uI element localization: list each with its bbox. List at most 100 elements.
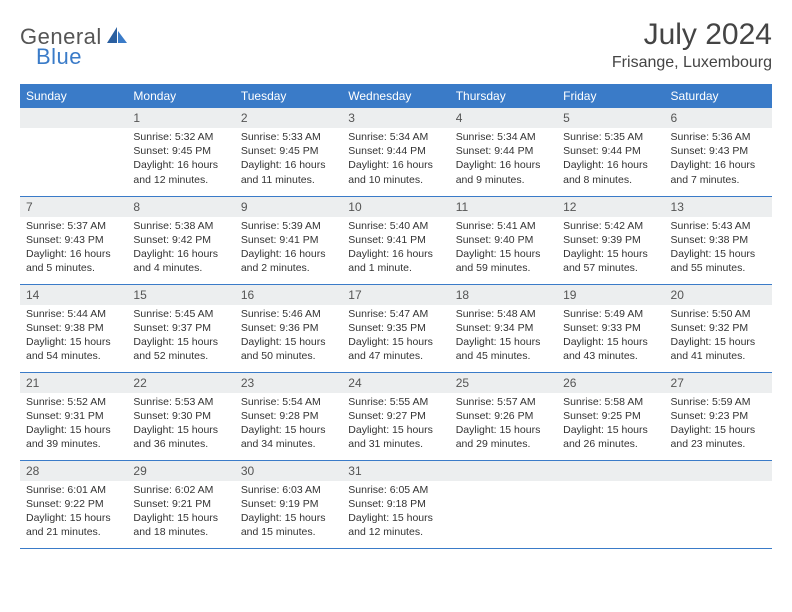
calendar-cell: 31Sunrise: 6:05 AMSunset: 9:18 PMDayligh…: [342, 460, 449, 548]
daylight-line: Daylight: 15 hours and 12 minutes.: [348, 511, 443, 539]
location-label: Frisange, Luxembourg: [612, 54, 772, 72]
sunrise-line: Sunrise: 5:41 AM: [456, 219, 551, 233]
sunset-line: Sunset: 9:43 PM: [26, 233, 121, 247]
daylight-line: Daylight: 15 hours and 41 minutes.: [671, 335, 766, 363]
sunset-line: Sunset: 9:35 PM: [348, 321, 443, 335]
day-details: Sunrise: 5:55 AMSunset: 9:27 PMDaylight:…: [342, 393, 449, 456]
calendar-cell: 24Sunrise: 5:55 AMSunset: 9:27 PMDayligh…: [342, 372, 449, 460]
calendar-cell: 30Sunrise: 6:03 AMSunset: 9:19 PMDayligh…: [235, 460, 342, 548]
day-number: 3: [342, 108, 449, 128]
calendar-cell: 3Sunrise: 5:34 AMSunset: 9:44 PMDaylight…: [342, 108, 449, 196]
calendar-cell: 19Sunrise: 5:49 AMSunset: 9:33 PMDayligh…: [557, 284, 664, 372]
sunset-line: Sunset: 9:44 PM: [348, 144, 443, 158]
day-details: Sunrise: 5:44 AMSunset: 9:38 PMDaylight:…: [20, 305, 127, 368]
weekday-header: Wednesday: [342, 84, 449, 108]
calendar-cell: 11Sunrise: 5:41 AMSunset: 9:40 PMDayligh…: [450, 196, 557, 284]
empty-day: [557, 461, 664, 481]
day-details: Sunrise: 5:59 AMSunset: 9:23 PMDaylight:…: [665, 393, 772, 456]
day-details: Sunrise: 5:33 AMSunset: 9:45 PMDaylight:…: [235, 128, 342, 191]
calendar-cell: 7Sunrise: 5:37 AMSunset: 9:43 PMDaylight…: [20, 196, 127, 284]
sunset-line: Sunset: 9:38 PM: [26, 321, 121, 335]
day-number: 20: [665, 285, 772, 305]
sunrise-line: Sunrise: 5:33 AM: [241, 130, 336, 144]
calendar-cell: 23Sunrise: 5:54 AMSunset: 9:28 PMDayligh…: [235, 372, 342, 460]
calendar-cell: 25Sunrise: 5:57 AMSunset: 9:26 PMDayligh…: [450, 372, 557, 460]
calendar-cell: 10Sunrise: 5:40 AMSunset: 9:41 PMDayligh…: [342, 196, 449, 284]
day-details: Sunrise: 5:46 AMSunset: 9:36 PMDaylight:…: [235, 305, 342, 368]
title-block: July 2024 Frisange, Luxembourg: [612, 18, 772, 72]
empty-day: [450, 461, 557, 481]
day-number: 16: [235, 285, 342, 305]
sunset-line: Sunset: 9:44 PM: [456, 144, 551, 158]
sunrise-line: Sunrise: 5:52 AM: [26, 395, 121, 409]
sunrise-line: Sunrise: 5:46 AM: [241, 307, 336, 321]
day-details: Sunrise: 5:49 AMSunset: 9:33 PMDaylight:…: [557, 305, 664, 368]
sunset-line: Sunset: 9:40 PM: [456, 233, 551, 247]
weekday-header: Thursday: [450, 84, 557, 108]
daylight-line: Daylight: 15 hours and 43 minutes.: [563, 335, 658, 363]
day-number: 26: [557, 373, 664, 393]
day-details: Sunrise: 5:48 AMSunset: 9:34 PMDaylight:…: [450, 305, 557, 368]
sunset-line: Sunset: 9:38 PM: [671, 233, 766, 247]
logo-sail-icon: [105, 25, 129, 50]
sunrise-line: Sunrise: 5:43 AM: [671, 219, 766, 233]
calendar-cell: [20, 108, 127, 196]
calendar-cell: 14Sunrise: 5:44 AMSunset: 9:38 PMDayligh…: [20, 284, 127, 372]
sunrise-line: Sunrise: 5:48 AM: [456, 307, 551, 321]
weekday-header: Friday: [557, 84, 664, 108]
sunrise-line: Sunrise: 6:03 AM: [241, 483, 336, 497]
day-details: Sunrise: 5:39 AMSunset: 9:41 PMDaylight:…: [235, 217, 342, 280]
day-details: Sunrise: 5:53 AMSunset: 9:30 PMDaylight:…: [127, 393, 234, 456]
calendar-cell: 27Sunrise: 5:59 AMSunset: 9:23 PMDayligh…: [665, 372, 772, 460]
calendar-cell: 6Sunrise: 5:36 AMSunset: 9:43 PMDaylight…: [665, 108, 772, 196]
calendar-cell: 15Sunrise: 5:45 AMSunset: 9:37 PMDayligh…: [127, 284, 234, 372]
sunset-line: Sunset: 9:37 PM: [133, 321, 228, 335]
daylight-line: Daylight: 15 hours and 54 minutes.: [26, 335, 121, 363]
sunrise-line: Sunrise: 5:45 AM: [133, 307, 228, 321]
daylight-line: Daylight: 16 hours and 11 minutes.: [241, 158, 336, 186]
sunset-line: Sunset: 9:23 PM: [671, 409, 766, 423]
sunset-line: Sunset: 9:42 PM: [133, 233, 228, 247]
sunset-line: Sunset: 9:36 PM: [241, 321, 336, 335]
calendar-table: Sunday Monday Tuesday Wednesday Thursday…: [20, 84, 772, 549]
calendar-week-row: 7Sunrise: 5:37 AMSunset: 9:43 PMDaylight…: [20, 196, 772, 284]
sunset-line: Sunset: 9:25 PM: [563, 409, 658, 423]
sunset-line: Sunset: 9:45 PM: [241, 144, 336, 158]
day-details: Sunrise: 5:42 AMSunset: 9:39 PMDaylight:…: [557, 217, 664, 280]
daylight-line: Daylight: 16 hours and 2 minutes.: [241, 247, 336, 275]
daylight-line: Daylight: 15 hours and 39 minutes.: [26, 423, 121, 451]
sunrise-line: Sunrise: 5:53 AM: [133, 395, 228, 409]
sunrise-line: Sunrise: 5:34 AM: [456, 130, 551, 144]
day-details: Sunrise: 5:34 AMSunset: 9:44 PMDaylight:…: [450, 128, 557, 191]
page-title: July 2024: [612, 18, 772, 52]
header: General July 2024 Frisange, Luxembourg: [20, 18, 772, 72]
sunrise-line: Sunrise: 5:55 AM: [348, 395, 443, 409]
sunset-line: Sunset: 9:19 PM: [241, 497, 336, 511]
daylight-line: Daylight: 15 hours and 31 minutes.: [348, 423, 443, 451]
day-details: Sunrise: 5:58 AMSunset: 9:25 PMDaylight:…: [557, 393, 664, 456]
calendar-cell: 13Sunrise: 5:43 AMSunset: 9:38 PMDayligh…: [665, 196, 772, 284]
calendar-cell: 2Sunrise: 5:33 AMSunset: 9:45 PMDaylight…: [235, 108, 342, 196]
weekday-header: Tuesday: [235, 84, 342, 108]
daylight-line: Daylight: 15 hours and 26 minutes.: [563, 423, 658, 451]
day-number: 10: [342, 197, 449, 217]
daylight-line: Daylight: 15 hours and 23 minutes.: [671, 423, 766, 451]
calendar-cell: 21Sunrise: 5:52 AMSunset: 9:31 PMDayligh…: [20, 372, 127, 460]
calendar-cell: 18Sunrise: 5:48 AMSunset: 9:34 PMDayligh…: [450, 284, 557, 372]
sunrise-line: Sunrise: 5:36 AM: [671, 130, 766, 144]
day-details: Sunrise: 6:05 AMSunset: 9:18 PMDaylight:…: [342, 481, 449, 544]
sunset-line: Sunset: 9:30 PM: [133, 409, 228, 423]
empty-day: [665, 461, 772, 481]
day-number: 8: [127, 197, 234, 217]
day-number: 4: [450, 108, 557, 128]
day-details: Sunrise: 6:02 AMSunset: 9:21 PMDaylight:…: [127, 481, 234, 544]
day-number: 14: [20, 285, 127, 305]
sunrise-line: Sunrise: 5:40 AM: [348, 219, 443, 233]
weekday-header: Sunday: [20, 84, 127, 108]
day-details: Sunrise: 5:43 AMSunset: 9:38 PMDaylight:…: [665, 217, 772, 280]
daylight-line: Daylight: 16 hours and 8 minutes.: [563, 158, 658, 186]
sunset-line: Sunset: 9:41 PM: [348, 233, 443, 247]
day-details: Sunrise: 5:54 AMSunset: 9:28 PMDaylight:…: [235, 393, 342, 456]
calendar-cell: 22Sunrise: 5:53 AMSunset: 9:30 PMDayligh…: [127, 372, 234, 460]
weekday-header: Saturday: [665, 84, 772, 108]
